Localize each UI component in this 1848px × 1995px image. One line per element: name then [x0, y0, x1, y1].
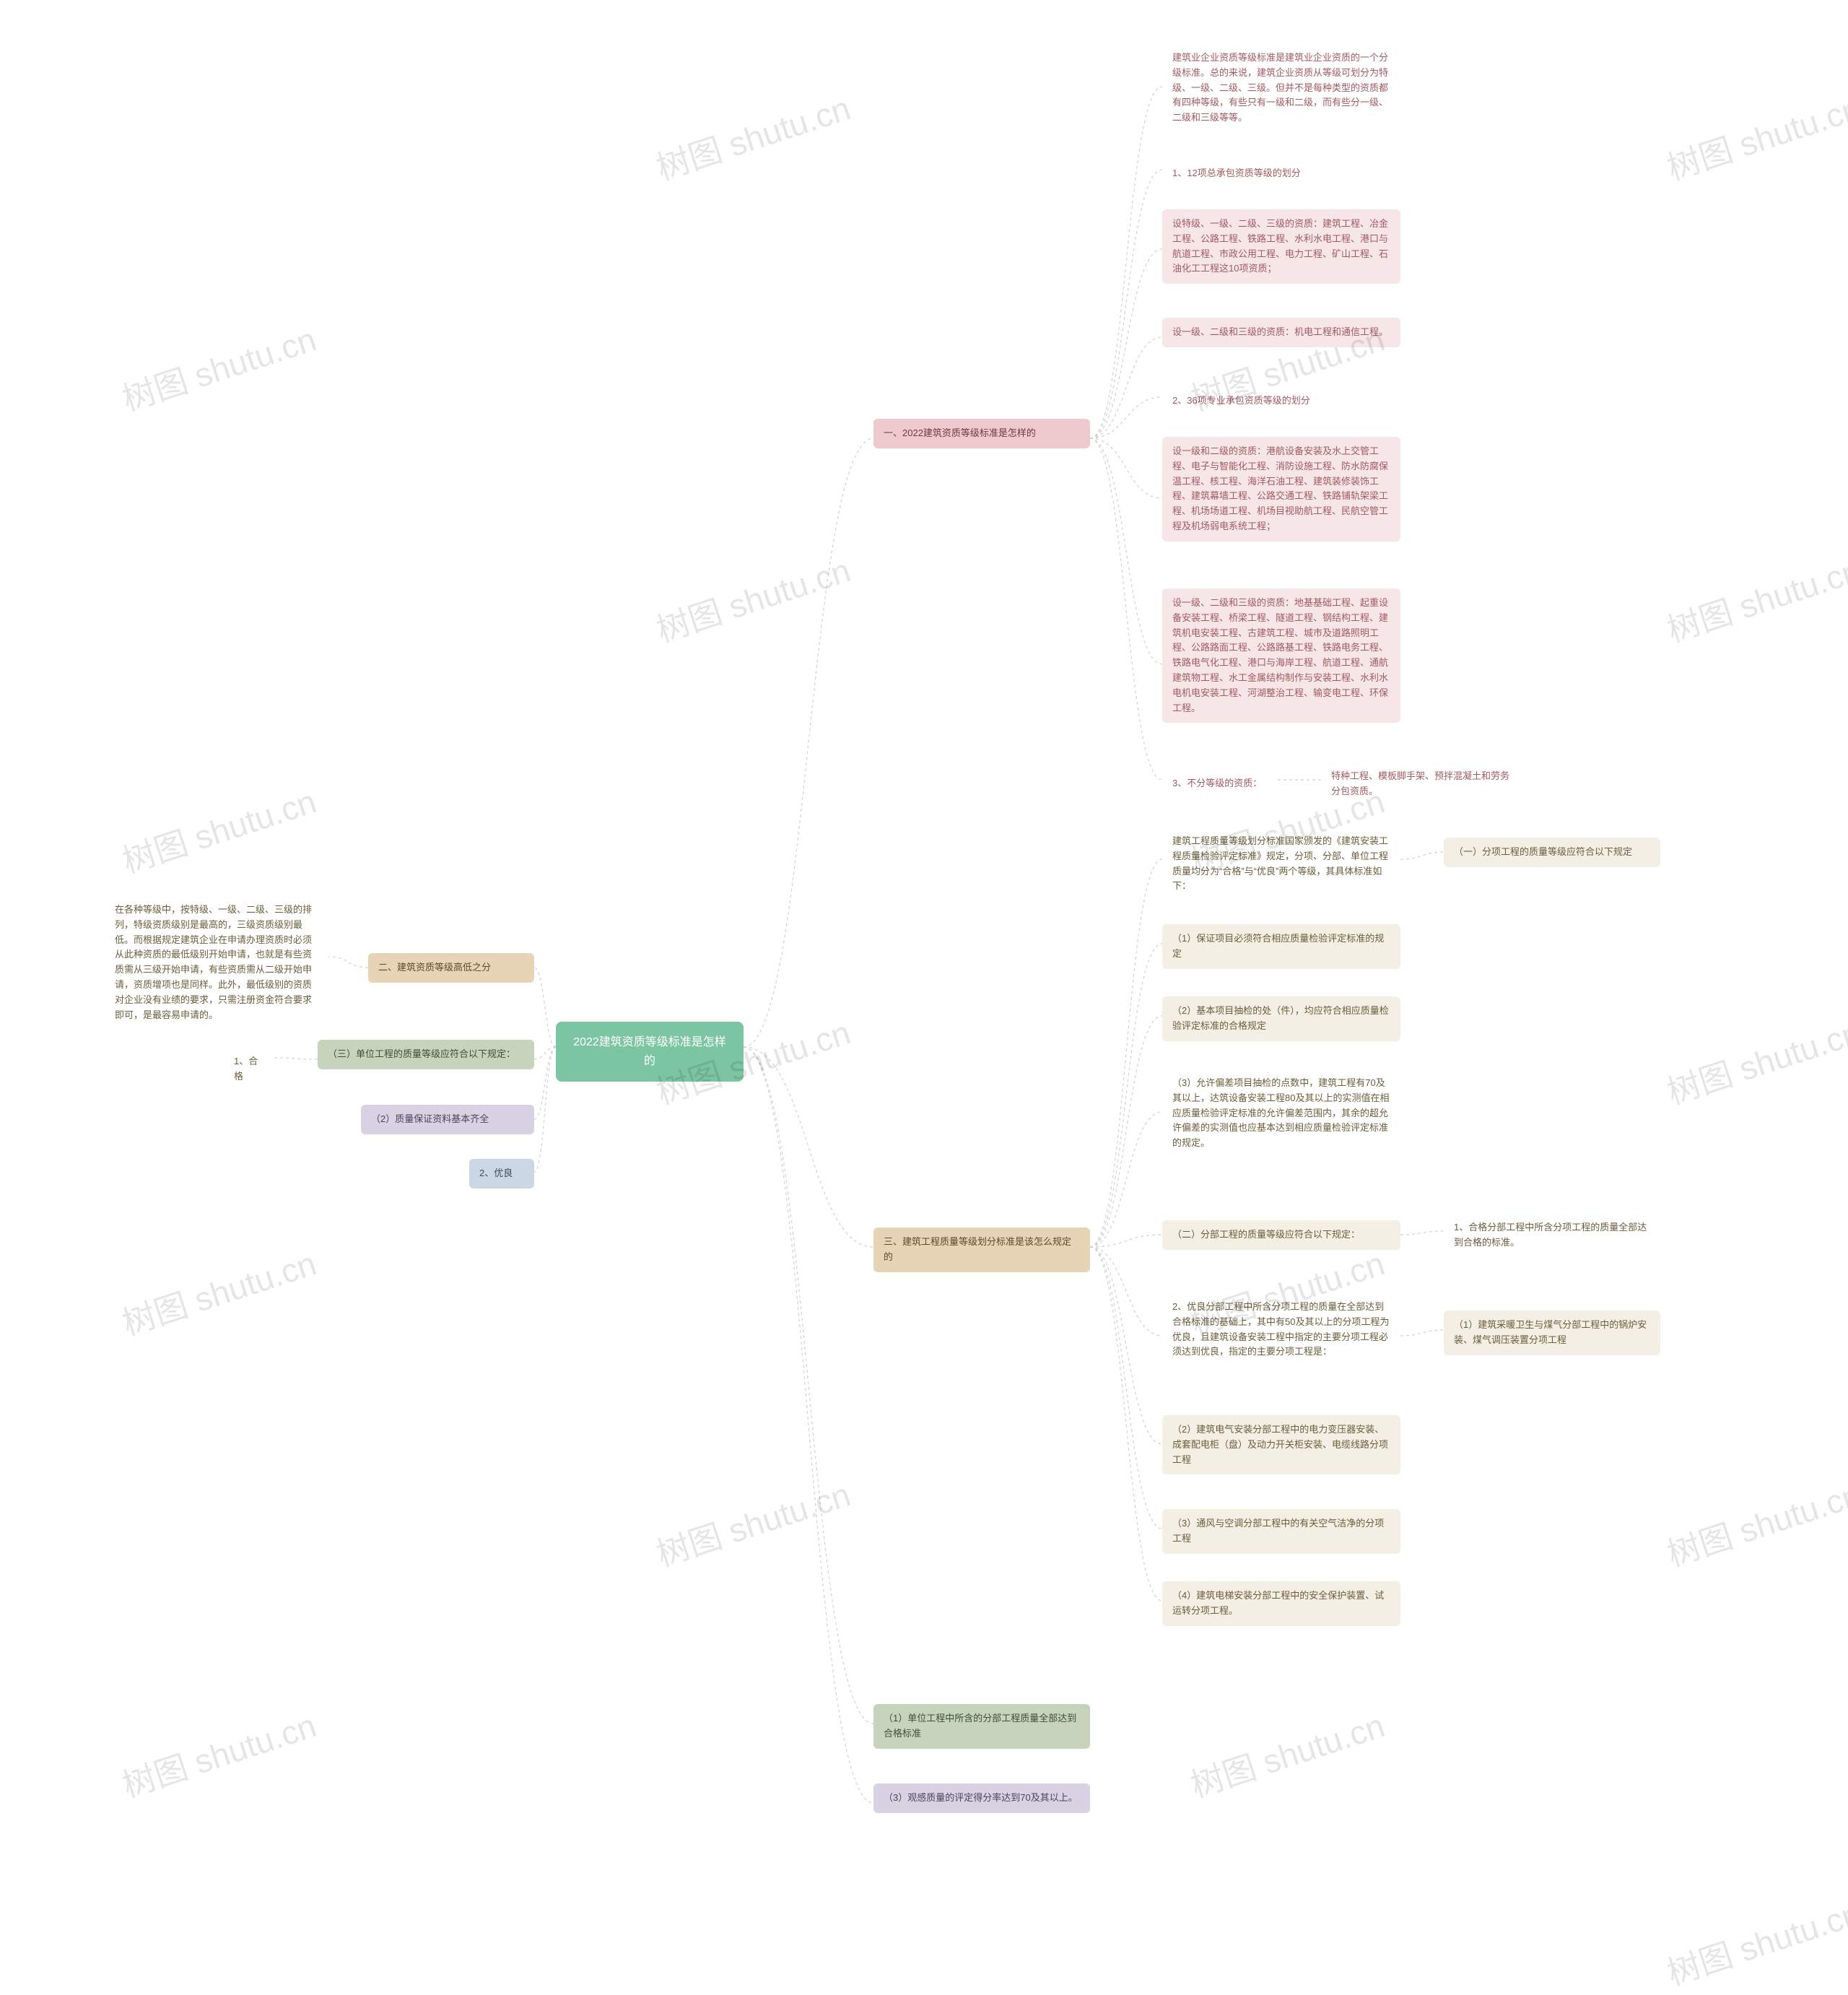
watermark: 树图 shutu.cn: [116, 1238, 321, 1345]
mindmap-node: 1、合格: [224, 1047, 274, 1092]
mindmap-branch: （2）质量保证资料基本齐全: [361, 1105, 534, 1134]
mindmap-node: （4）建筑电梯安装分部工程中的安全保护装置、试运转分项工程。: [1162, 1581, 1400, 1626]
node-label: （1）建筑采暖卫生与煤气分部工程中的锅炉安装、煤气调压装置分项工程: [1454, 1319, 1647, 1345]
branch-label: （2）质量保证资料基本齐全: [371, 1113, 489, 1124]
mindmap-node: （1）保证项目必须符合相应质量检验评定标准的规定: [1162, 924, 1400, 969]
root-label: 2022建筑资质等级标准是怎样的: [573, 1036, 726, 1067]
node-label: 2、36项专业承包资质等级的划分: [1172, 395, 1310, 406]
watermark: 树图 shutu.cn: [1184, 1700, 1390, 1807]
watermark: 树图 shutu.cn: [650, 82, 855, 190]
mindmap-node: 设一级、二级和三级的资质：机电工程和通信工程。: [1162, 318, 1400, 347]
watermark: 树图 shutu.cn: [116, 1700, 321, 1807]
node-label: 1、12项总承包资质等级的划分: [1172, 168, 1301, 178]
branch-label: 三、建筑工程质量等级划分标准是该怎么规定的: [884, 1236, 1071, 1262]
branch-label: 2、优良: [479, 1168, 513, 1178]
node-label: （一）分项工程的质量等级应符合以下规定: [1454, 846, 1632, 857]
node-label: （4）建筑电梯安装分部工程中的安全保护装置、试运转分项工程。: [1172, 1590, 1384, 1616]
branch-label: （3）观感质量的评定得分率达到70及其以上。: [884, 1792, 1078, 1803]
branch-label: 一、2022建筑资质等级标准是怎样的: [884, 427, 1036, 438]
mindmap-node: 1、12项总承包资质等级的划分: [1162, 159, 1335, 188]
watermark: 树图 shutu.cn: [650, 1469, 855, 1576]
node-label: 1、合格分部工程中所含分项工程的质量全部达到合格的标准。: [1454, 1222, 1647, 1248]
branch-label: （三）单位工程的质量等级应符合以下规定：: [328, 1048, 515, 1059]
node-label: （2）建筑电气安装分部工程中的电力变压器安装、成套配电柜（盘）及动力开关柜安装、…: [1172, 1424, 1388, 1465]
mindmap-node: （2）基本项目抽检的处（件），均应符合相应质量检验评定标准的合格规定: [1162, 996, 1400, 1041]
mindmap-branch: 一、2022建筑资质等级标准是怎样的: [873, 419, 1090, 448]
node-label: 2、优良分部工程中所含分项工程的质量在全部达到合格标准的基础上，其中有50及其以…: [1172, 1301, 1389, 1357]
mindmap-node: （一）分项工程的质量等级应符合以下规定: [1444, 838, 1660, 867]
mindmap-node: （3）通风与空调分部工程中的有关空气洁净的分项工程: [1162, 1509, 1400, 1554]
node-label: 设一级和二级的资质：港航设备安装及水上交管工程、电子与智能化工程、消防设施工程、…: [1172, 445, 1388, 531]
mindmap-node: 1、合格分部工程中所含分项工程的质量全部达到合格的标准。: [1444, 1213, 1660, 1258]
node-label: 3、不分等级的资质：: [1172, 778, 1262, 788]
mindmap-node: 在各种等级中，按特级、一级、二级、三级的排列，特级资质级别是最高的，三级资质级别…: [105, 895, 328, 1030]
mindmap-node: 特种工程、模板脚手架、预拌混凝土和劳务分包资质。: [1321, 762, 1523, 807]
node-label: 特种工程、模板脚手架、预拌混凝土和劳务分包资质。: [1331, 770, 1509, 796]
node-label: （1）保证项目必须符合相应质量检验评定标准的规定: [1172, 933, 1384, 959]
mindmap-node: 设一级、二级和三级的资质：地基基础工程、起重设备安装工程、桥梁工程、隧道工程、钢…: [1162, 588, 1400, 723]
watermark: 树图 shutu.cn: [1660, 1007, 1848, 1114]
mindmap-node: 2、36项专业承包资质等级的划分: [1162, 386, 1350, 416]
mindmap-branch: 三、建筑工程质量等级划分标准是该怎么规定的: [873, 1227, 1090, 1272]
watermark: 树图 shutu.cn: [1660, 1887, 1848, 1995]
node-label: 建筑业企业资质等级标准是建筑业企业资质的一个分级标准。总的来说，建筑企业资质从等…: [1172, 52, 1388, 123]
mindmap-root: 2022建筑资质等级标准是怎样的: [556, 1022, 744, 1082]
watermark: 树图 shutu.cn: [1660, 82, 1848, 190]
mindmap-node: （3）允许偏差项目抽检的点数中，建筑工程有70及其以上，达筑设备安装工程80及其…: [1162, 1069, 1400, 1158]
branch-label: （1）单位工程中所含的分部工程质量全部达到合格标准: [884, 1713, 1076, 1739]
mindmap-branch: 二、建筑资质等级高低之分: [368, 953, 534, 983]
node-label: （2）基本项目抽检的处（件），均应符合相应质量检验评定标准的合格规定: [1172, 1005, 1389, 1031]
watermark: 树图 shutu.cn: [1660, 1469, 1848, 1576]
watermark: 树图 shutu.cn: [650, 544, 855, 652]
watermark: 树图 shutu.cn: [116, 313, 321, 421]
mindmap-branch: 2、优良: [469, 1159, 534, 1188]
watermark: 树图 shutu.cn: [1660, 544, 1848, 652]
node-label: 设一级、二级和三级的资质：机电工程和通信工程。: [1172, 326, 1388, 337]
mindmap-node: 设一级和二级的资质：港航设备安装及水上交管工程、电子与智能化工程、消防设施工程、…: [1162, 437, 1400, 542]
node-label: 设一级、二级和三级的资质：地基基础工程、起重设备安装工程、桥梁工程、隧道工程、钢…: [1172, 597, 1388, 713]
mindmap-node: 建筑工程质量等级划分标准国家颁发的《建筑安装工程质量检验评定标准》规定，分项、分…: [1162, 827, 1400, 901]
watermark: 树图 shutu.cn: [116, 775, 321, 883]
node-label: （二）分部工程的质量等级应符合以下规定：: [1172, 1229, 1360, 1240]
node-label: 建筑工程质量等级划分标准国家颁发的《建筑安装工程质量检验评定标准》规定，分项、分…: [1172, 835, 1388, 891]
node-label: 在各种等级中，按特级、一级、二级、三级的排列，特级资质级别是最高的，三级资质级别…: [115, 904, 312, 1020]
mindmap-node: （1）建筑采暖卫生与煤气分部工程中的锅炉安装、煤气调压装置分项工程: [1444, 1311, 1660, 1355]
node-label: 1、合格: [234, 1056, 258, 1082]
mindmap-node: （2）建筑电气安装分部工程中的电力变压器安装、成套配电柜（盘）及动力开关柜安装、…: [1162, 1415, 1400, 1474]
mindmap-node: 3、不分等级的资质：: [1162, 769, 1278, 799]
mindmap-branch: （3）观感质量的评定得分率达到70及其以上。: [873, 1783, 1090, 1813]
mindmap-node: 设特级、一级、二级、三级的资质：建筑工程、冶金工程、公路工程、铁路工程、水利水电…: [1162, 209, 1400, 284]
mindmap-node: 2、优良分部工程中所含分项工程的质量在全部达到合格标准的基础上，其中有50及其以…: [1162, 1292, 1400, 1367]
node-label: （3）通风与空调分部工程中的有关空气洁净的分项工程: [1172, 1518, 1384, 1544]
node-label: （3）允许偏差项目抽检的点数中，建筑工程有70及其以上，达筑设备安装工程80及其…: [1172, 1077, 1389, 1148]
mindmap-branch: （1）单位工程中所含的分部工程质量全部达到合格标准: [873, 1704, 1090, 1749]
branch-label: 二、建筑资质等级高低之分: [378, 962, 491, 973]
mindmap-node: （二）分部工程的质量等级应符合以下规定：: [1162, 1220, 1400, 1250]
mindmap-node: 建筑业企业资质等级标准是建筑业企业资质的一个分级标准。总的来说，建筑企业资质从等…: [1162, 43, 1400, 133]
node-label: 设特级、一级、二级、三级的资质：建筑工程、冶金工程、公路工程、铁路工程、水利水电…: [1172, 218, 1388, 274]
mindmap-branch: （三）单位工程的质量等级应符合以下规定：: [318, 1040, 534, 1069]
